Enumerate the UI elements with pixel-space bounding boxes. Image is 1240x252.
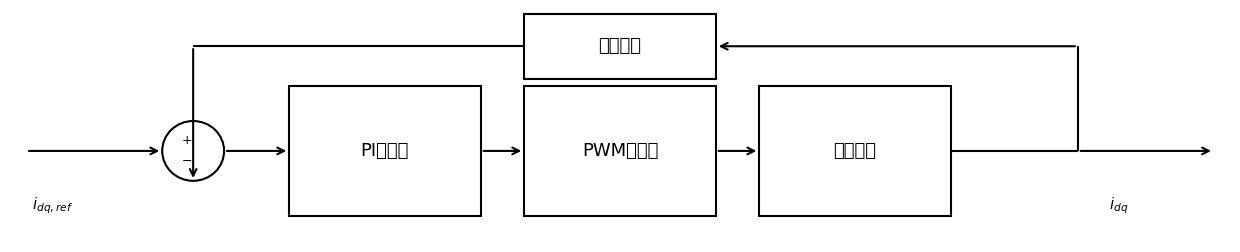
Text: 电流反馈: 电流反馈	[599, 37, 641, 55]
Bar	[525, 86, 715, 216]
Text: +: +	[181, 134, 192, 147]
Text: i$_{dq,ref}$: i$_{dq,ref}$	[32, 196, 73, 216]
Bar	[289, 86, 481, 216]
Text: PWM逆变器: PWM逆变器	[582, 142, 658, 160]
Bar	[759, 86, 951, 216]
Bar	[525, 14, 715, 79]
Text: i$_{dq}$: i$_{dq}$	[1109, 196, 1128, 216]
Text: −: −	[182, 155, 192, 168]
Text: 定子绕组: 定子绕组	[833, 142, 877, 160]
Text: PI调节器: PI调节器	[361, 142, 409, 160]
